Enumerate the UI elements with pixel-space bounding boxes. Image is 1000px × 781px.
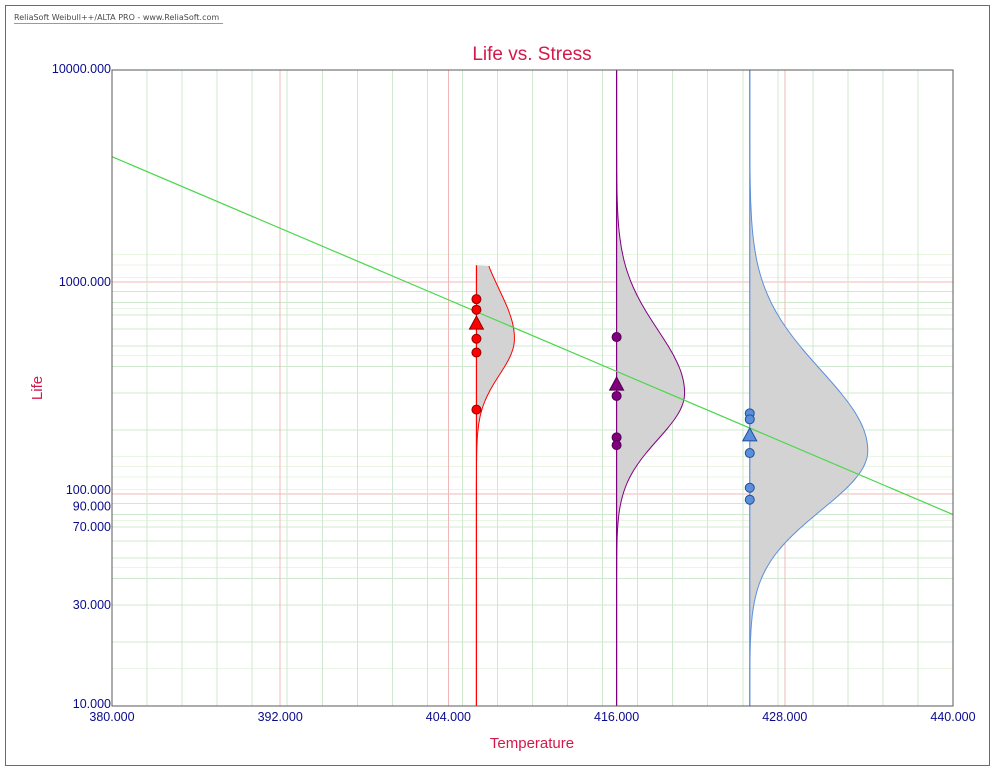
x-tick-label: 392.000 <box>258 710 303 724</box>
failure-point-406 <box>471 347 482 358</box>
mean-life-marker-416 <box>608 376 625 391</box>
failure-point-425.5 <box>744 482 755 493</box>
y-tick-label: 10000.000 <box>52 62 111 76</box>
x-tick-label: 428.000 <box>762 710 807 724</box>
fit-line-group <box>112 156 953 516</box>
failure-point-425.5 <box>744 494 755 505</box>
pdf-fill-425.5 <box>749 70 868 706</box>
y-tick-label: 100.000 <box>66 483 111 497</box>
y-tick-label: 90.000 <box>73 500 111 514</box>
plot-border <box>111 69 954 707</box>
failure-point-416 <box>611 440 622 451</box>
failure-point-416 <box>611 390 622 401</box>
failure-point-406 <box>471 333 482 344</box>
data-points <box>468 294 758 505</box>
mean-life-marker-406 <box>468 315 485 330</box>
y-axis-label: Life <box>29 376 46 400</box>
pdf-fill-406 <box>476 265 515 706</box>
failure-point-425.5 <box>744 414 755 425</box>
y-tick-label: 1000.000 <box>59 275 111 289</box>
mean-life-marker-425.5 <box>741 426 758 442</box>
failure-point-425.5 <box>744 448 755 459</box>
x-tick-label: 380.000 <box>89 710 134 724</box>
pdf-curves <box>475 70 869 706</box>
failure-point-406 <box>471 294 482 305</box>
watermark-text: ReliaSoft Weibull++/ALTA PRO - www.Relia… <box>14 12 224 24</box>
fit-line <box>112 156 953 516</box>
failure-point-406 <box>471 404 482 415</box>
failure-point-406 <box>471 304 482 315</box>
pdf-fill-416 <box>616 70 685 706</box>
failure-point-416 <box>611 332 622 343</box>
x-tick-labels: 380.000 392.000 404.000 416.000 428.000 440.0… <box>89 710 975 724</box>
y-tick-label: 70.000 <box>73 520 111 534</box>
chart-title: Life vs. Stress <box>472 44 591 65</box>
y-tick-label: 10.000 <box>73 697 111 711</box>
x-tick-label: 404.000 <box>426 710 471 724</box>
y-tick-label: 30.000 <box>73 598 111 612</box>
x-tick-label: 440.000 <box>930 710 975 724</box>
x-axis-label: Temperature <box>490 735 574 752</box>
x-tick-label: 416.000 <box>594 710 639 724</box>
y-tick-labels: 10.000 30.000 70.000 90.000 100.000 1000.000 1… <box>52 62 111 711</box>
